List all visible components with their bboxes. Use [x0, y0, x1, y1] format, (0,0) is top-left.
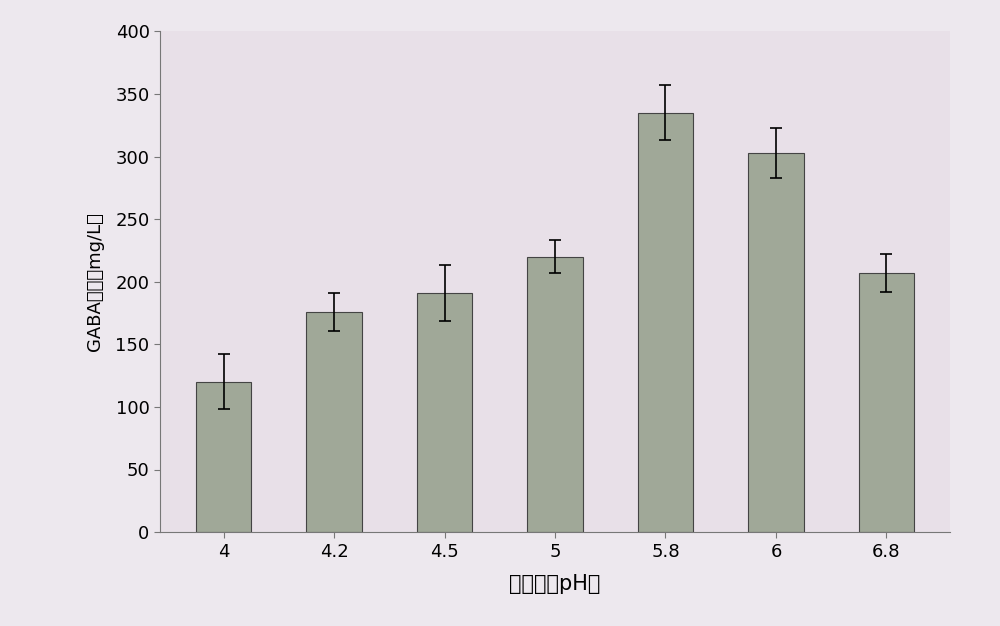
- Bar: [527, 257, 583, 532]
- Bar: [859, 273, 914, 532]
- Bar: [196, 382, 251, 532]
- Bar: [748, 153, 804, 532]
- Bar: [417, 293, 472, 532]
- X-axis label: 发酵初始pH值: 发酵初始pH值: [509, 575, 601, 595]
- Y-axis label: GABA产量（mg/L）: GABA产量（mg/L）: [86, 212, 104, 351]
- Bar: [638, 113, 693, 532]
- Bar: [306, 312, 362, 532]
